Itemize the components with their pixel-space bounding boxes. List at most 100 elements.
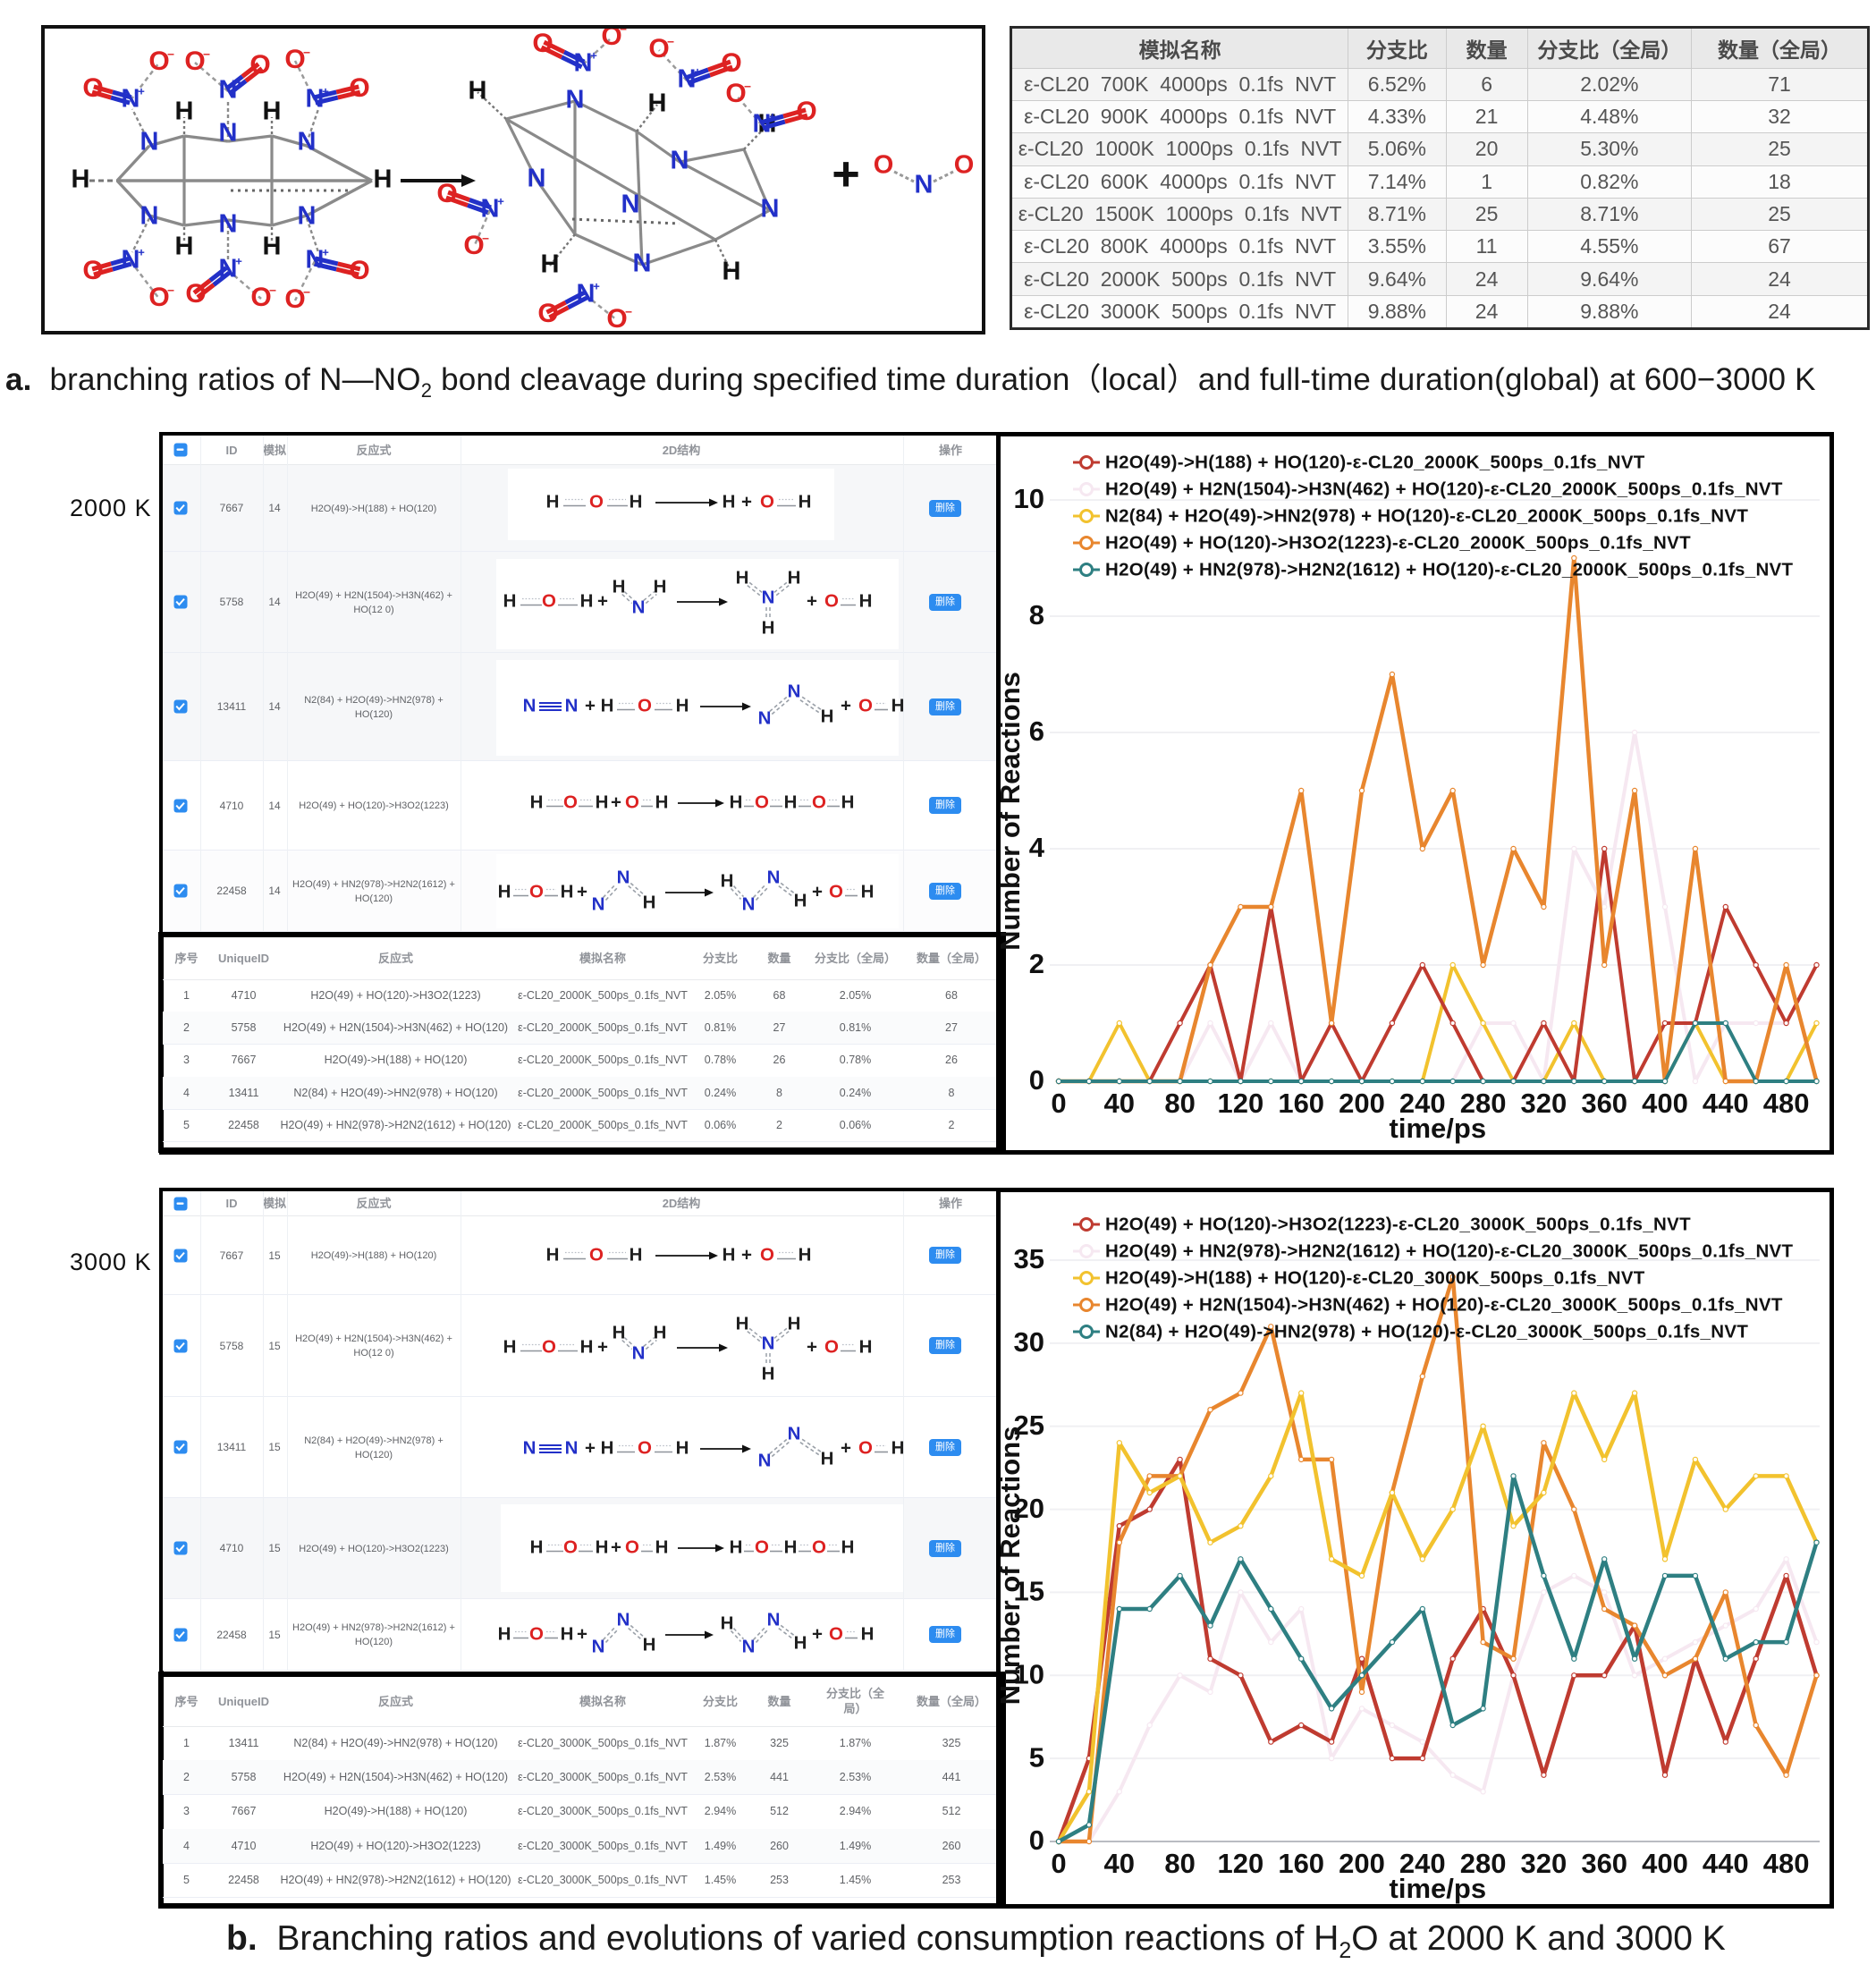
svg-text:O: O bbox=[185, 279, 206, 309]
svg-text:O: O bbox=[638, 695, 652, 715]
svg-text:N: N bbox=[122, 246, 140, 275]
svg-text:400: 400 bbox=[1642, 1848, 1688, 1879]
svg-text:N: N bbox=[219, 76, 238, 105]
svg-text:H: H bbox=[723, 491, 736, 512]
svg-text:H: H bbox=[723, 258, 741, 286]
svg-text:H: H bbox=[541, 250, 560, 279]
svg-text:20: 20 bbox=[1014, 1493, 1044, 1524]
svg-text:O: O bbox=[589, 491, 604, 512]
svg-text:–: – bbox=[203, 47, 210, 61]
svg-text:O: O bbox=[812, 1537, 826, 1557]
svg-text:H: H bbox=[654, 1322, 667, 1342]
svg-text:H: H bbox=[721, 870, 734, 891]
svg-text:N: N bbox=[767, 1609, 781, 1630]
svg-text:25: 25 bbox=[1014, 1410, 1044, 1441]
svg-text:+: + bbox=[497, 194, 504, 207]
svg-text:H: H bbox=[655, 1537, 669, 1557]
svg-text:+: + bbox=[590, 48, 597, 62]
svg-text:N: N bbox=[592, 1636, 605, 1656]
svg-text:O: O bbox=[755, 792, 769, 812]
svg-text:120: 120 bbox=[1218, 1848, 1264, 1879]
svg-text:H: H bbox=[892, 1437, 905, 1458]
svg-text:H: H bbox=[175, 233, 194, 261]
svg-text:H: H bbox=[530, 792, 544, 812]
svg-text:N: N bbox=[915, 171, 934, 199]
svg-text:N: N bbox=[219, 255, 238, 284]
svg-text:360: 360 bbox=[1581, 1088, 1627, 1119]
svg-text:O: O bbox=[625, 792, 639, 812]
svg-text:N: N bbox=[592, 893, 605, 914]
svg-text:40: 40 bbox=[1104, 1848, 1135, 1879]
svg-text:N: N bbox=[298, 128, 317, 157]
svg-text:+: + bbox=[841, 695, 851, 715]
svg-text:N: N bbox=[481, 195, 500, 224]
svg-text:H: H bbox=[580, 590, 594, 611]
svg-text:H: H bbox=[821, 706, 834, 726]
svg-text:240: 240 bbox=[1399, 1848, 1446, 1879]
svg-text:80: 80 bbox=[1164, 1848, 1195, 1879]
svg-text:O: O bbox=[858, 1437, 873, 1458]
svg-text:120: 120 bbox=[1218, 1088, 1264, 1119]
svg-text:N: N bbox=[617, 1609, 630, 1630]
svg-text:+: + bbox=[812, 1623, 823, 1644]
svg-text:O: O bbox=[638, 1437, 652, 1458]
svg-text:H: H bbox=[794, 1632, 807, 1653]
svg-text:N: N bbox=[219, 210, 238, 239]
svg-text:H: H bbox=[263, 233, 282, 261]
svg-text:N: N bbox=[671, 147, 689, 175]
svg-text:480: 480 bbox=[1763, 1088, 1810, 1119]
svg-text:+: + bbox=[322, 245, 329, 258]
svg-text:H: H bbox=[498, 1623, 511, 1644]
svg-text:O: O bbox=[601, 29, 621, 51]
svg-text:+: + bbox=[138, 84, 145, 97]
svg-text:6: 6 bbox=[1029, 715, 1044, 747]
svg-text:+: + bbox=[585, 695, 596, 715]
svg-text:N: N bbox=[762, 587, 775, 607]
svg-text:H: H bbox=[762, 1363, 775, 1384]
svg-text:H: H bbox=[676, 695, 689, 715]
svg-text:O: O bbox=[537, 299, 558, 328]
svg-text:200: 200 bbox=[1339, 1088, 1385, 1119]
svg-text:+: + bbox=[741, 491, 752, 512]
svg-text:O: O bbox=[874, 151, 894, 180]
svg-text:O: O bbox=[250, 283, 271, 312]
svg-text:H: H bbox=[736, 567, 749, 588]
svg-text:–: – bbox=[167, 47, 174, 61]
svg-text:0: 0 bbox=[1029, 1824, 1044, 1856]
svg-text:H: H bbox=[601, 1437, 614, 1458]
svg-text:–: – bbox=[625, 304, 632, 318]
svg-text:H: H bbox=[736, 1313, 749, 1333]
svg-text:H: H bbox=[799, 1244, 812, 1265]
svg-text:O: O bbox=[148, 47, 169, 76]
svg-text:15: 15 bbox=[1014, 1576, 1044, 1607]
svg-text:H: H bbox=[655, 792, 669, 812]
svg-text:N: N bbox=[632, 1342, 646, 1363]
svg-text:H: H bbox=[730, 792, 743, 812]
svg-text:+: + bbox=[577, 881, 587, 902]
svg-text:H: H bbox=[561, 1623, 574, 1644]
svg-text:N: N bbox=[523, 695, 537, 715]
svg-text:H: H bbox=[784, 792, 798, 812]
svg-text:+: + bbox=[807, 590, 817, 611]
svg-text:+: + bbox=[597, 1336, 608, 1357]
svg-text:N: N bbox=[633, 250, 652, 278]
svg-text:N: N bbox=[767, 867, 781, 887]
svg-text:H: H bbox=[263, 97, 282, 126]
svg-text:+: + bbox=[235, 254, 242, 267]
svg-text:H: H bbox=[723, 1244, 736, 1265]
svg-text:2: 2 bbox=[1029, 948, 1044, 979]
svg-text:H2O(49) + HN2(978)->H2N2(1612): H2O(49) + HN2(978)->H2N2(1612) + HO(120)… bbox=[1105, 559, 1794, 580]
svg-text:N: N bbox=[753, 110, 772, 139]
svg-text:O: O bbox=[436, 179, 457, 208]
svg-text:O: O bbox=[463, 231, 484, 260]
svg-text:H: H bbox=[374, 165, 393, 194]
svg-text:360: 360 bbox=[1581, 1848, 1627, 1879]
svg-text:O: O bbox=[760, 1244, 774, 1265]
svg-text:H: H bbox=[613, 1322, 626, 1342]
svg-text:N: N bbox=[758, 707, 772, 728]
svg-text:80: 80 bbox=[1164, 1088, 1195, 1119]
svg-text:O: O bbox=[563, 1537, 578, 1557]
svg-text:+: + bbox=[322, 84, 329, 97]
svg-text:O: O bbox=[349, 256, 369, 285]
svg-text:H2O(49) + HN2(978)->H2N2(1612): H2O(49) + HN2(978)->H2N2(1612) + HO(120)… bbox=[1105, 1240, 1794, 1261]
